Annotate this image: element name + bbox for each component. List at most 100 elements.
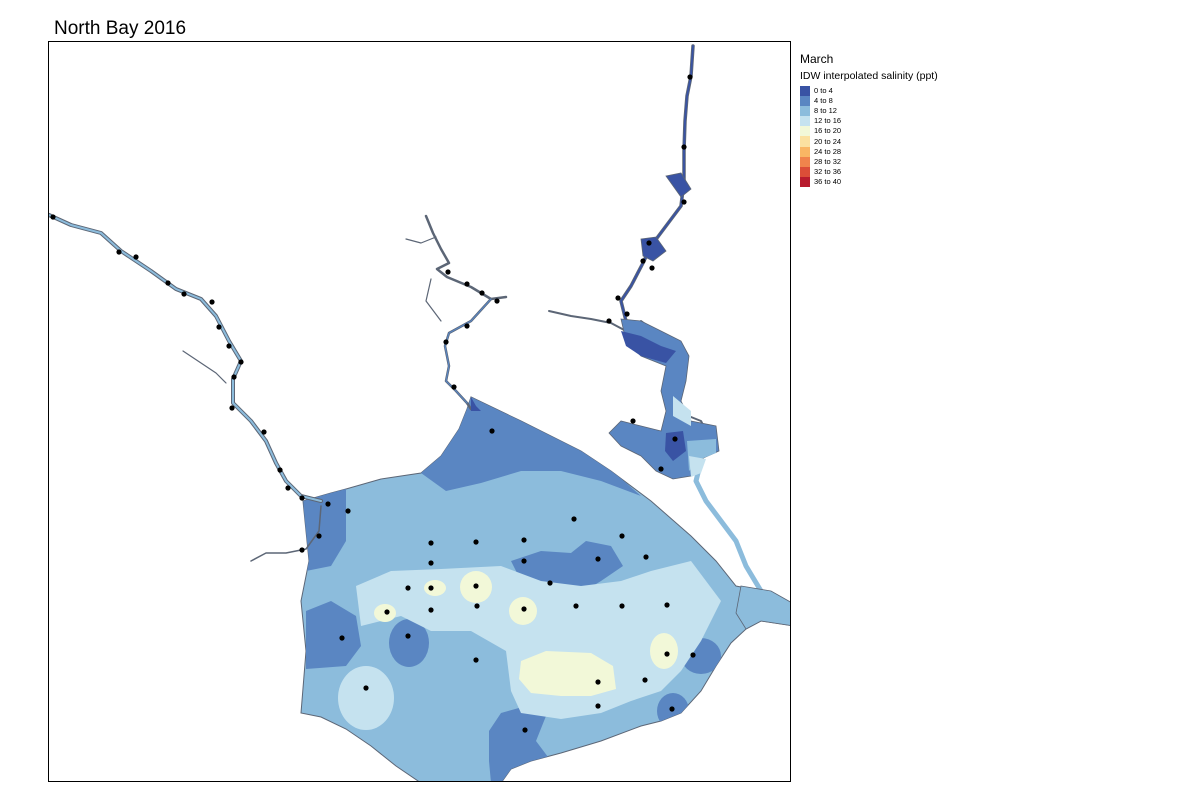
station-point — [595, 556, 601, 562]
station-point — [363, 685, 369, 691]
legend-swatch — [800, 136, 810, 147]
map-title: North Bay 2016 — [54, 18, 187, 39]
station-point — [474, 603, 480, 609]
legend-label: 28 to 32 — [814, 156, 842, 166]
station-point — [428, 607, 434, 613]
station-point — [521, 558, 527, 564]
station-point — [521, 606, 527, 612]
station-point — [681, 199, 687, 205]
station-point — [624, 311, 630, 317]
station-point — [619, 603, 625, 609]
station-point — [464, 323, 470, 329]
legend-swatch — [800, 166, 810, 177]
station-point — [116, 249, 122, 255]
station-point — [50, 214, 56, 220]
station-point — [226, 343, 232, 349]
legend-swatch — [800, 116, 810, 127]
station-point — [640, 258, 646, 264]
legend-label: 24 to 28 — [814, 146, 842, 156]
legend: March IDW interpolated salinity (ppt) 0 … — [800, 52, 938, 187]
station-point — [672, 436, 678, 442]
station-point — [595, 703, 601, 709]
legend-label: 32 to 36 — [814, 166, 842, 176]
station-point — [521, 537, 527, 543]
station-point — [690, 652, 696, 658]
legend-swatch — [800, 86, 810, 97]
station-point — [658, 466, 664, 472]
station-point — [216, 324, 222, 330]
river-channels — [49, 44, 764, 594]
station-point — [229, 405, 235, 411]
station-point — [428, 585, 434, 591]
station-point — [405, 633, 411, 639]
station-point — [473, 583, 479, 589]
legend-label: 12 to 16 — [814, 116, 842, 126]
station-point — [316, 533, 322, 539]
legend-label: 20 to 24 — [814, 136, 842, 146]
station-point — [681, 144, 687, 150]
station-point — [473, 657, 479, 663]
station-point — [619, 533, 625, 539]
station-point — [595, 679, 601, 685]
station-point — [445, 269, 451, 275]
station-point — [261, 429, 267, 435]
station-point — [642, 677, 648, 683]
napa-marsh — [608, 172, 720, 480]
station-point — [405, 585, 411, 591]
legend-swatch — [800, 156, 810, 167]
map-panel — [48, 41, 791, 782]
station-point — [209, 299, 215, 305]
legend-swatch — [800, 146, 810, 157]
station-point — [687, 74, 693, 80]
salinity-map — [49, 44, 790, 781]
legend-item: 16 to 20 — [800, 126, 938, 137]
station-point — [573, 603, 579, 609]
station-point — [428, 540, 434, 546]
station-point — [664, 651, 670, 657]
legend-item: 32 to 36 — [800, 166, 938, 177]
legend-month: March — [800, 52, 834, 66]
station-point — [630, 418, 636, 424]
station-point — [133, 254, 139, 260]
legend-swatch — [800, 126, 810, 137]
station-point — [451, 384, 457, 390]
legend-swatch — [800, 96, 810, 107]
station-point — [664, 602, 670, 608]
station-point — [277, 467, 283, 473]
station-point — [522, 727, 528, 733]
station-point — [479, 290, 485, 296]
station-point — [669, 706, 675, 712]
station-point — [325, 501, 331, 507]
legend-label: 8 to 12 — [814, 106, 837, 116]
station-point — [231, 374, 237, 380]
legend-subtitle: IDW interpolated salinity (ppt) — [800, 70, 938, 82]
station-point — [489, 428, 495, 434]
station-point — [285, 485, 291, 491]
station-point — [649, 265, 655, 271]
legend-item: 36 to 40 — [800, 176, 938, 187]
station-point — [571, 516, 577, 522]
station-point — [464, 281, 470, 287]
station-point — [238, 359, 244, 365]
legend-label: 0 to 4 — [814, 86, 833, 96]
station-point — [165, 280, 171, 286]
station-point — [299, 495, 305, 501]
sampling-stations — [50, 74, 696, 733]
station-point — [181, 291, 187, 297]
station-point — [473, 539, 479, 545]
legend-label: 4 to 8 — [814, 96, 833, 106]
station-point — [494, 298, 500, 304]
station-point — [615, 295, 621, 301]
legend-item: 12 to 16 — [800, 116, 938, 127]
legend-item: 20 to 24 — [800, 136, 938, 147]
station-point — [345, 508, 351, 514]
legend-swatch — [800, 106, 810, 117]
station-point — [299, 547, 305, 553]
station-point — [646, 240, 652, 246]
station-point — [339, 635, 345, 641]
station-point — [443, 339, 449, 345]
legend-label: 16 to 20 — [814, 126, 842, 136]
station-point — [428, 560, 434, 566]
legend-item: 4 to 8 — [800, 96, 938, 107]
legend-label: 36 to 40 — [814, 176, 842, 186]
